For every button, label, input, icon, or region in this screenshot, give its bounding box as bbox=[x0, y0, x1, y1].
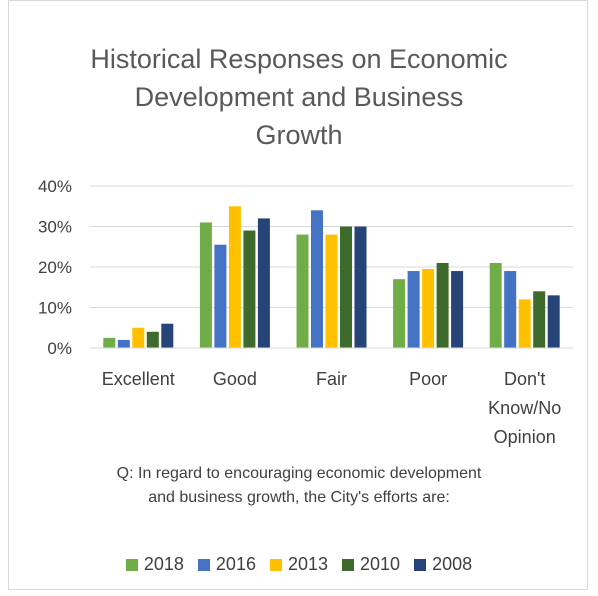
x-tick-label: Know/No bbox=[488, 398, 561, 418]
chart-title: Historical Responses on Economic Develop… bbox=[90, 44, 508, 150]
legend-swatch bbox=[197, 558, 210, 571]
legend-label: 2010 bbox=[360, 554, 401, 574]
bar-2010-0 bbox=[146, 331, 159, 348]
legend-item-2008: 2008 bbox=[414, 554, 472, 575]
bar-2008-0 bbox=[161, 323, 174, 348]
x-tick-label: Good bbox=[213, 369, 257, 389]
bar-2008-3 bbox=[451, 271, 464, 348]
bar-2018-2 bbox=[296, 234, 309, 348]
bar-2013-1 bbox=[228, 206, 241, 348]
legend-swatch bbox=[414, 558, 427, 571]
legend-label: 2013 bbox=[287, 554, 329, 574]
y-tick-label: 30% bbox=[38, 218, 72, 237]
bar-2016-1 bbox=[214, 244, 227, 348]
bar-2016-2 bbox=[311, 210, 323, 348]
bar-2018-0 bbox=[103, 337, 116, 348]
legend-item-2018: 2018 bbox=[125, 554, 184, 575]
legend-item-2010: 2010 bbox=[342, 554, 400, 575]
question-note: Q: In regard to encouraging economic dev… bbox=[116, 465, 482, 506]
x-tick-label: Don't bbox=[504, 369, 545, 389]
bar-2016-0 bbox=[117, 339, 130, 348]
legend-item-2016: 2016 bbox=[197, 554, 256, 575]
legend-swatch bbox=[269, 558, 282, 571]
chart-legend: 2018 2016 2013 2010 2008 bbox=[0, 554, 598, 575]
y-tick-label: 10% bbox=[38, 299, 72, 318]
y-tick-label: 40% bbox=[38, 177, 72, 196]
bar-chart: 0% 10% 20% 30% 40% Excellent Good Fair Poor Don't… bbox=[38, 177, 573, 447]
bar-2008-2 bbox=[354, 226, 367, 348]
x-tick-label: Opinion bbox=[494, 427, 556, 447]
x-tick-label: Fair bbox=[316, 369, 347, 389]
legend-swatch bbox=[342, 558, 355, 571]
bar-2013-2 bbox=[325, 234, 338, 348]
y-tick-label: 20% bbox=[38, 258, 72, 277]
bar-2010-4 bbox=[533, 291, 546, 348]
bar-2008-4 bbox=[547, 295, 560, 348]
bar-2013-3 bbox=[422, 269, 435, 348]
bar-2010-3 bbox=[436, 262, 449, 348]
bar-2018-1 bbox=[199, 222, 212, 348]
bar-2018-3 bbox=[393, 279, 406, 348]
legend-label: 2016 bbox=[215, 554, 256, 574]
y-tick-label: 0% bbox=[47, 339, 72, 358]
legend-item-2013: 2013 bbox=[269, 554, 329, 575]
legend-swatch bbox=[125, 558, 138, 571]
bar-2016-3 bbox=[407, 271, 420, 348]
bar-2013-4 bbox=[518, 299, 531, 348]
x-tick-label: Excellent bbox=[102, 369, 175, 389]
bar-2016-4 bbox=[504, 271, 517, 348]
bar-2008-1 bbox=[257, 218, 270, 348]
legend-label: 2018 bbox=[143, 554, 184, 574]
legend-label: 2008 bbox=[432, 554, 473, 574]
bar-2010-2 bbox=[340, 226, 352, 348]
bar-2013-0 bbox=[132, 327, 145, 348]
bar-2010-1 bbox=[243, 230, 256, 348]
x-tick-label: Poor bbox=[409, 369, 447, 389]
bar-2018-4 bbox=[489, 262, 502, 348]
